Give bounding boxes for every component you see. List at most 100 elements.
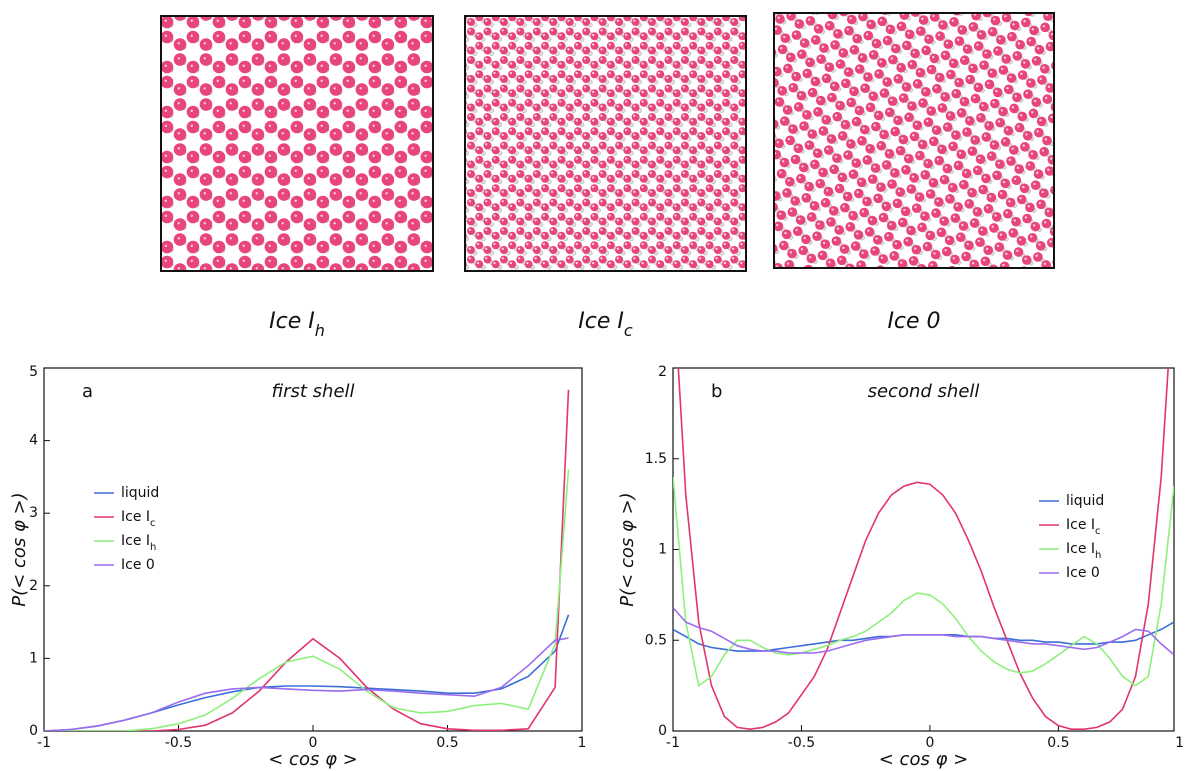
highlight [242,124,245,128]
highlight [723,128,727,132]
oxygen [277,173,291,186]
highlight [517,247,521,250]
highlight [624,71,628,75]
oxygen [964,240,974,251]
highlight [476,119,480,122]
oxygen [186,75,200,89]
highlight [666,162,669,165]
highlight [865,74,868,78]
oxygen [516,217,525,226]
highlight [970,24,974,27]
oxygen [329,16,342,21]
oxygen [1002,250,1013,260]
highlight [981,62,985,66]
highlight [723,43,727,46]
highlight [152,147,154,149]
hydrogen [720,279,724,283]
oxygen [761,111,771,121]
highlight [550,247,554,250]
highlight [608,100,611,103]
highlight [460,129,462,131]
oxygen [697,227,706,235]
oxygen [1033,127,1044,138]
oxygen [664,27,673,36]
highlight [893,46,896,49]
highlight [868,104,871,108]
oxygen [173,16,187,21]
highlight [723,90,727,94]
highlight [485,171,488,174]
highlight [933,252,936,255]
structure-frame [773,12,1055,269]
oxygen [810,35,821,45]
oxygen [549,217,558,226]
oxygen [342,150,356,164]
oxygen [870,163,881,173]
highlight [281,192,284,195]
oxygen [532,217,541,226]
oxygen [989,223,999,233]
oxygen [316,30,330,44]
oxygen [648,132,656,140]
oxygen [953,202,963,212]
oxygen [747,56,755,64]
highlight [839,174,843,178]
oxygen [730,46,739,55]
highlight [583,105,587,108]
oxygen [639,70,648,79]
oxygen [862,196,872,207]
highlight [203,132,206,135]
highlight [834,155,837,159]
highlight [802,40,805,44]
highlight [931,180,934,183]
oxygen [995,117,1006,128]
highlight [952,215,956,219]
oxygen [959,55,970,66]
oxygen [491,127,500,136]
highlight [501,76,504,80]
highlight [707,242,710,246]
highlight [468,76,471,80]
oxygen [836,255,847,266]
highlight [281,42,284,45]
oxygen [1029,25,1039,36]
oxygen [631,56,640,64]
oxygen [730,189,739,197]
oxygen [549,113,558,121]
highlight [1047,85,1051,88]
oxygen [791,71,801,82]
oxygen [730,160,739,169]
oxygen [1005,197,1016,208]
oxygen [952,13,962,16]
highlight [526,242,529,246]
oxygen [984,79,995,90]
oxygen [565,141,574,150]
highlight [152,222,154,224]
oxygen [381,53,395,66]
oxygen [672,155,681,164]
oxygen [1044,207,1054,218]
highlight [385,102,388,105]
oxygen [851,158,862,168]
hydrogen [514,275,518,279]
oxygen [533,275,541,283]
highlight [691,5,693,7]
highlight [980,187,984,190]
hydrogen [973,276,977,280]
highlight [875,195,879,199]
highlight [517,105,521,108]
oxygen [631,227,640,235]
oxygen [902,40,912,51]
oxygen [303,16,317,21]
oxygen [524,174,533,183]
oxygen [1000,137,1011,147]
oxygen [925,189,936,199]
oxygen [615,217,624,226]
oxygen [656,241,665,250]
highlight [906,114,910,118]
highlight [682,105,685,108]
oxygen [881,160,892,170]
highlight [674,214,677,217]
oxygen [407,218,421,231]
highlight [281,132,284,135]
